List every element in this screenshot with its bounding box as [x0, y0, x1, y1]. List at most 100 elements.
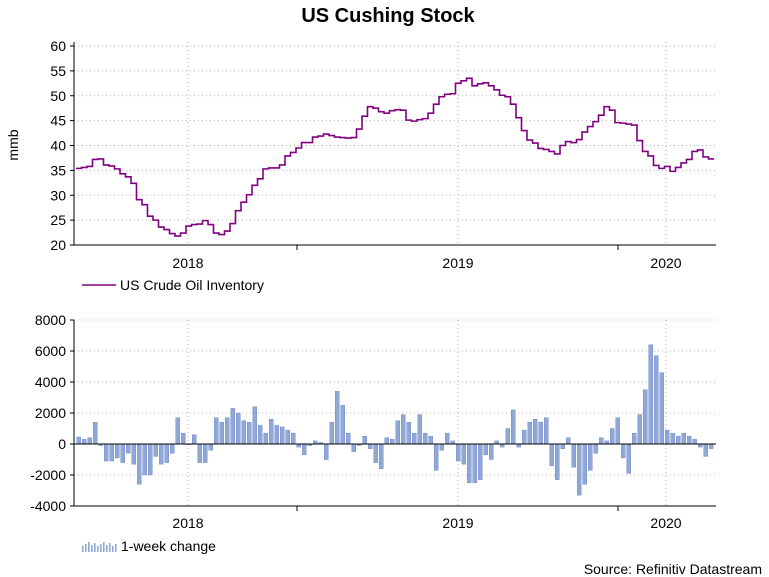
legend-bar-swatch-stripe [109, 543, 111, 552]
weekly-change-bar [362, 436, 367, 445]
weekly-change-bar [219, 422, 224, 445]
weekly-change-bar [346, 432, 351, 445]
legend-bar-swatch-stripe [103, 542, 105, 552]
weekly-change-bar [670, 432, 675, 445]
chart-title: US Cushing Stock [301, 5, 475, 27]
weekly-change-bar [175, 417, 180, 445]
weekly-change-bar [544, 417, 549, 445]
weekly-change-bar [439, 443, 444, 451]
weekly-change-bar [214, 417, 219, 445]
weekly-change-bar [472, 443, 477, 483]
weekly-change-bar [335, 391, 340, 445]
legend-bar-swatch-stripe [100, 544, 102, 552]
weekly-change-bar [368, 443, 373, 449]
weekly-change-bars [76, 344, 714, 496]
weekly-change-bar [109, 443, 114, 462]
legend-bar-swatch-stripe [97, 546, 99, 552]
weekly-change-bar [538, 422, 543, 445]
top-y-axis-label: mmb [5, 129, 21, 160]
legend-bar-swatch-stripe [94, 543, 96, 552]
legend-bar-swatch-stripe [82, 546, 84, 552]
weekly-change-bar [131, 443, 136, 465]
weekly-change-bar [340, 405, 345, 445]
weekly-change-bar [401, 414, 406, 445]
weekly-change-bar [654, 355, 659, 445]
top-y-tick-label: 25 [50, 212, 66, 228]
source-note: Source: Refinitiv Datastream [584, 561, 762, 577]
weekly-change-bar [428, 436, 433, 445]
top-y-tick-label: 50 [50, 88, 66, 104]
weekly-change-bar [225, 417, 230, 445]
legend-bar-swatch-stripe [112, 546, 114, 552]
weekly-change-bar [621, 443, 626, 459]
bottom-y-tick-label: 2000 [35, 405, 66, 421]
weekly-change-bar [665, 429, 670, 445]
top-y-tick-label: 55 [50, 63, 66, 79]
weekly-change-bar [577, 443, 582, 496]
weekly-change-bar [417, 414, 422, 445]
weekly-change-bar [258, 425, 263, 445]
top-y-tick-label: 45 [50, 113, 66, 129]
weekly-change-bar [76, 436, 81, 445]
weekly-change-bar [599, 437, 604, 445]
weekly-change-bar [533, 419, 538, 445]
weekly-change-bar [637, 414, 642, 445]
weekly-change-bar [412, 432, 417, 445]
weekly-change-bar [676, 436, 681, 445]
weekly-change-bar [373, 443, 378, 463]
weekly-change-bar [687, 436, 692, 445]
weekly-change-bar [709, 443, 714, 449]
bottom-y-tick-label: -4000 [30, 498, 66, 514]
weekly-change-bar [423, 432, 428, 445]
weekly-change-bar [115, 443, 120, 459]
weekly-change-bar [302, 443, 307, 456]
inventory-series-line [76, 77, 714, 237]
top-y-axis-ticks: 20 25 30 35 40 45 50 55 60 [50, 38, 74, 253]
weekly-change-bar [247, 422, 252, 445]
top-y-tick-label: 20 [50, 237, 66, 253]
weekly-change-bar [483, 443, 488, 456]
top-gridlines [74, 42, 716, 245]
weekly-change-bar [522, 429, 527, 445]
top-y-tick-label: 60 [50, 38, 66, 54]
weekly-change-bar [208, 443, 213, 451]
weekly-change-bar [324, 443, 329, 460]
weekly-change-bar [274, 425, 279, 445]
weekly-change-bar [582, 443, 587, 485]
bottom-y-tick-label: 8000 [35, 312, 66, 328]
legend-bar-swatch-stripe [85, 544, 87, 552]
legend-bar-swatch-stripe [106, 545, 108, 552]
weekly-change-bar [648, 344, 653, 445]
bottom-legend: 1-week change [82, 538, 216, 554]
weekly-change-bar [236, 412, 241, 445]
weekly-change-bar [626, 443, 631, 474]
weekly-change-bar [489, 443, 494, 460]
top-year-label: 2018 [172, 255, 203, 271]
weekly-change-bar [181, 432, 186, 445]
weekly-change-bar [395, 420, 400, 445]
weekly-change-bar [126, 443, 131, 454]
legend-bar-swatch [82, 542, 117, 552]
weekly-change-bar [406, 422, 411, 445]
bottom-y-tick-label: 0 [58, 436, 66, 452]
weekly-change-bar [445, 432, 450, 445]
weekly-change-bar [571, 443, 576, 468]
weekly-change-bar [703, 443, 708, 457]
weekly-change-bar [555, 443, 560, 480]
weekly-change-bar [82, 439, 87, 445]
weekly-change-bar [164, 443, 169, 463]
bottom-x-axis-year-labels: 2018 2019 2020 [172, 506, 682, 531]
weekly-change-bar [87, 437, 92, 445]
weekly-change-bar [252, 406, 257, 445]
weekly-change-bar [170, 443, 175, 454]
bottom-y-axis-ticks: -4000 -2000 0 2000 4000 6000 8000 [30, 312, 74, 514]
weekly-change-bar [566, 437, 571, 445]
bottom-gridlines [74, 319, 716, 506]
weekly-change-bar [329, 422, 334, 445]
weekly-change-bar [197, 443, 202, 463]
weekly-change-bar [434, 443, 439, 471]
weekly-change-bar [142, 443, 147, 476]
legend-bar-swatch-stripe [115, 544, 117, 552]
weekly-change-bar [269, 419, 274, 445]
